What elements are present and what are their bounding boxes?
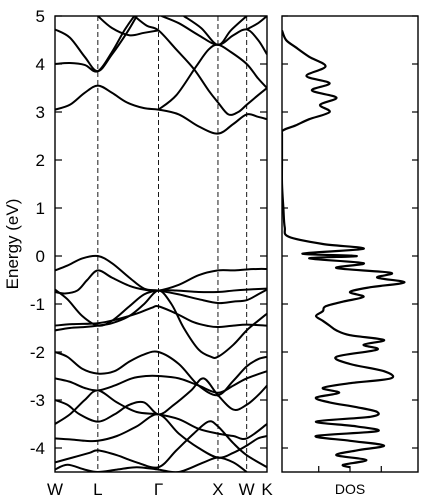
kpoint-label-5: K [261,480,273,499]
dos-y-ticks [282,15,418,472]
y-tick-label: -2 [30,343,45,362]
band-line-4 [55,289,267,359]
y-tick-label: -1 [30,295,45,314]
kpoint-label-2: Γ [154,480,163,499]
kpoint-label-1: L [93,480,102,499]
kpoint-label-0: W [47,480,63,499]
band-plot-frame [54,15,268,473]
dos-curve [282,29,406,469]
kpoint-label-4: W [239,480,255,499]
band-line-16 [97,16,159,37]
y-tick-label: 4 [36,55,45,74]
dos-x-axis-label: DOS [335,481,365,497]
y-tick-label: -4 [30,439,45,458]
y-tick-label: 1 [36,199,45,218]
dos-panel: DOS [281,15,419,497]
band-line-12 [55,456,248,472]
y-tick-label: -3 [30,391,45,410]
band-line-20 [183,16,248,46]
band-line-3 [55,287,267,327]
kpoint-label-3: X [212,480,223,499]
band-line-21 [246,16,267,31]
band-line-15 [55,84,267,135]
y-tick-label: 2 [36,151,45,170]
band-line-18 [133,16,267,116]
y-tick-label: 5 [36,7,45,26]
band-line-14 [55,16,136,73]
y-tick-label: 0 [36,247,45,266]
y-tick-label: 3 [36,103,45,122]
y-axis-ticks: -4 -3 -2 -1 0 1 2 3 4 5 [30,7,267,458]
y-axis-label: Energy (eV) [3,199,22,290]
band-line-17 [157,43,267,111]
band-line-19 [161,16,267,55]
band-line-5 [55,305,267,329]
band-line-11 [55,420,267,469]
band-line-7 [55,370,267,394]
high-symmetry-lines [97,16,248,472]
dos-plot-frame [281,15,419,473]
band-line-8 [55,377,267,423]
band-line-10 [55,413,267,459]
